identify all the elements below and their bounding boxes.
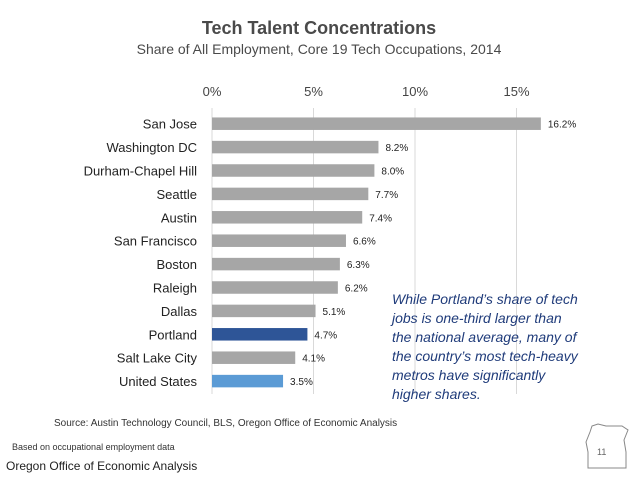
bar	[212, 164, 375, 177]
data-label: 7.7%	[375, 190, 398, 201]
x-tick-label: 15%	[503, 84, 529, 99]
category-label: Boston	[157, 257, 197, 272]
bar	[212, 328, 308, 341]
data-label: 4.1%	[302, 354, 325, 365]
category-label: United States	[119, 374, 198, 389]
category-label: Washington DC	[106, 140, 197, 155]
category-label: Seattle	[157, 187, 197, 202]
source-note: Source: Austin Technology Council, BLS, …	[54, 418, 398, 429]
organization-name: Oregon Office of Economic Analysis	[6, 459, 198, 473]
data-label: 5.1%	[323, 307, 346, 318]
data-label: 4.7%	[314, 330, 337, 341]
bar	[212, 187, 369, 201]
category-label: Dallas	[161, 304, 198, 319]
bar	[212, 211, 363, 224]
data-label: 8.0%	[381, 167, 404, 178]
bar	[212, 351, 296, 364]
data-label: 7.4%	[369, 213, 392, 224]
category-label: San Jose	[143, 117, 197, 132]
data-label: 6.3%	[347, 260, 370, 271]
data-note: Based on occupational employment data	[12, 442, 175, 452]
chart-title: Tech Talent Concentrations	[201, 18, 437, 38]
bar	[212, 304, 316, 318]
bar	[212, 257, 340, 271]
data-label: 3.5%	[290, 377, 313, 388]
x-tick-label: 0%	[203, 84, 222, 99]
category-label: Durham-Chapel Hill	[84, 164, 198, 179]
oregon-map-icon	[585, 423, 629, 469]
page-number: 11	[597, 447, 607, 457]
chart-subtitle: Share of All Employment, Core 19 Tech Oc…	[136, 41, 502, 57]
data-label: 8.2%	[385, 143, 408, 154]
category-label: Austin	[161, 210, 197, 225]
data-label: 16.2%	[548, 120, 576, 131]
category-label: Raleigh	[153, 281, 197, 296]
category-label: San Francisco	[114, 234, 197, 249]
data-label: 6.2%	[345, 284, 368, 295]
bar	[212, 281, 338, 294]
bar	[212, 234, 346, 247]
bar	[212, 374, 284, 388]
x-tick-label: 5%	[304, 84, 323, 99]
x-tick-label: 10%	[402, 84, 428, 99]
category-label: Salt Lake City	[117, 351, 198, 366]
data-label: 6.6%	[353, 237, 376, 248]
bar	[212, 140, 379, 154]
bar	[212, 117, 541, 130]
category-label: Portland	[149, 327, 197, 342]
annotation-text: While Portland’s share of tech jobs is o…	[392, 291, 578, 402]
